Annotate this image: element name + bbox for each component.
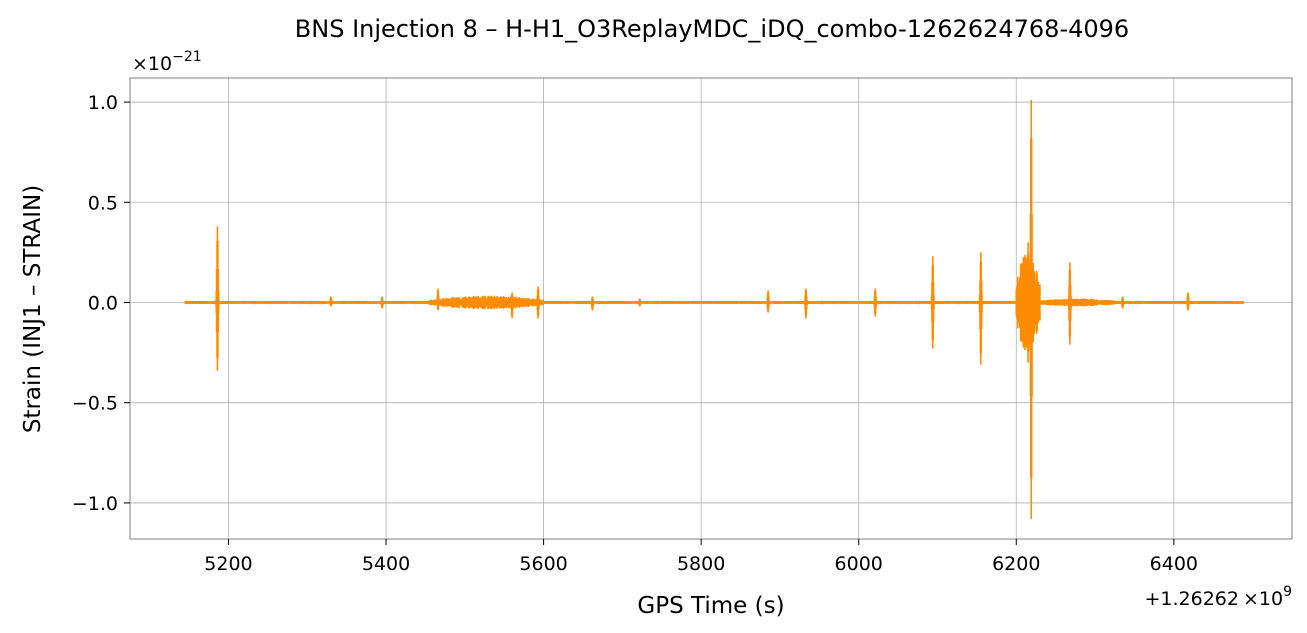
x-tick-label: 6400 — [1150, 553, 1198, 575]
y-multiplier-exponent: −21 — [172, 49, 202, 65]
y-axis-label: Strain (INJ1 – STRAIN) — [20, 185, 46, 433]
strain-line — [184, 100, 1244, 519]
x-tick-label: 5400 — [362, 553, 410, 575]
y-tick-label: 1.0 — [88, 92, 118, 114]
x-tick-label: 5200 — [204, 553, 252, 575]
chart-title: BNS Injection 8 – H-H1_O3ReplayMDC_iDQ_c… — [295, 15, 1129, 43]
y-tick-label: 0.0 — [88, 292, 118, 314]
x-tick-label: 6200 — [992, 553, 1040, 575]
y-tick-label: −1.0 — [72, 493, 118, 515]
x-tick-label: 6000 — [835, 553, 883, 575]
plot-frame — [129, 77, 1293, 540]
grid-lines — [130, 78, 1292, 539]
x-offset-exponent: 9 — [1283, 584, 1292, 600]
x-tick-label: 5800 — [677, 553, 725, 575]
y-axis-ticks: −1.0 −0.5 0.0 0.5 1.0 — [72, 92, 130, 515]
x-offset-prefix: +1.26262 — [1144, 588, 1239, 610]
x-offset-times: ×10 — [1243, 588, 1283, 610]
x-axis-ticks: 5200 5400 5600 5800 6000 6200 6400 — [204, 539, 1198, 575]
y-axis-multiplier: ×10−21 — [132, 49, 202, 75]
strain-series — [184, 100, 1244, 519]
y-multiplier-base: ×10 — [132, 53, 172, 75]
x-tick-label: 5600 — [519, 553, 567, 575]
x-axis-offset: +1.26262 ×109 — [1144, 584, 1292, 610]
x-axis-label: GPS Time (s) — [637, 593, 784, 619]
y-tick-label: −0.5 — [72, 393, 118, 415]
y-tick-label: 0.5 — [88, 192, 118, 214]
